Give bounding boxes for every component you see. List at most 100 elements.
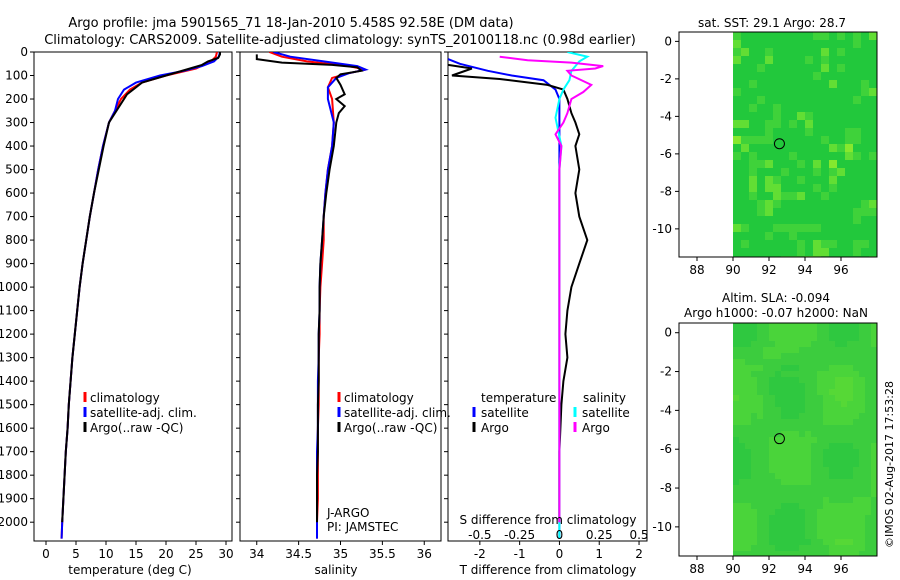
sla_map-cell — [781, 539, 787, 545]
sst_map-cell — [749, 248, 757, 256]
sst_map-cell — [749, 48, 757, 56]
sst_map-cell — [821, 32, 829, 40]
sla_map-cell — [859, 353, 865, 359]
sla_map-cell — [805, 335, 811, 341]
sla_map-cell — [823, 377, 829, 383]
sla_map-cell — [835, 401, 841, 407]
sla_map-cell — [805, 413, 811, 419]
sla_map-cell — [805, 395, 811, 401]
sst_map-cell — [773, 72, 781, 80]
sla_map-cell — [799, 521, 805, 527]
sst_map-cell — [781, 168, 789, 176]
sla_map-cell — [757, 425, 763, 431]
sla_map-cell — [859, 437, 865, 443]
sla_map-cell — [763, 491, 769, 497]
sla_map-cell — [763, 347, 769, 353]
sla_map-cell — [757, 515, 763, 521]
sla_map-cell — [793, 359, 799, 365]
sla_map-cell — [805, 347, 811, 353]
sla_map-cell — [799, 437, 805, 443]
sla_map-cell — [853, 515, 859, 521]
salinity-xtick-label: 34 — [249, 547, 264, 561]
difference-series-s-argo — [499, 55, 604, 523]
sla_map-cell — [769, 515, 775, 521]
sst_map-cell — [853, 72, 861, 80]
sla_map-cell — [799, 491, 805, 497]
sla_map-cell — [787, 503, 793, 509]
sst_map-cell — [733, 200, 741, 208]
sla_map-cell — [769, 509, 775, 515]
sla_map-cell — [775, 449, 781, 455]
sla_map-cell — [769, 533, 775, 539]
sla_map-cell — [787, 437, 793, 443]
sst_map-cell — [837, 40, 845, 48]
sla_map-cell — [811, 419, 817, 425]
sla_map-cell — [763, 455, 769, 461]
sst_map-cell — [837, 216, 845, 224]
sst_map-cell — [797, 96, 805, 104]
sla_map-cell — [763, 395, 769, 401]
sla_map-cell — [823, 353, 829, 359]
sst_map-cell — [757, 160, 765, 168]
sla_map-cell — [817, 551, 823, 556]
sla_map-cell — [805, 443, 811, 449]
sst_map-cell — [789, 128, 797, 136]
sst_map-cell — [741, 248, 749, 256]
sla_map-cell — [835, 443, 841, 449]
sst_map-cell — [733, 104, 741, 112]
sst_map-cell — [845, 224, 853, 232]
sla_map-cell — [781, 479, 787, 485]
sla_map-cell — [823, 437, 829, 443]
sst_map-cell — [829, 96, 837, 104]
sla_map-cell — [805, 377, 811, 383]
sla_map-cell — [757, 455, 763, 461]
sla_map-cell — [751, 449, 757, 455]
sla_map-cell — [799, 323, 805, 329]
sla_map-cell — [811, 335, 817, 341]
sst_map-cell — [853, 232, 861, 240]
sla_map-cell — [745, 455, 751, 461]
temperature-ytick-label: 900 — [5, 257, 28, 271]
sla_map-cell — [745, 377, 751, 383]
sla_map-cell — [775, 503, 781, 509]
sst_map-cell — [821, 248, 829, 256]
temperature-frame — [33, 51, 233, 542]
sst_map-cell — [829, 56, 837, 64]
sla_map-cell — [811, 323, 817, 329]
sla_map-cell — [769, 437, 775, 443]
sla_map-cell — [781, 449, 787, 455]
sst_map-cell — [829, 232, 837, 240]
sla_map-cell — [793, 395, 799, 401]
sla_map-cell — [805, 533, 811, 539]
sla_map-cell — [871, 395, 877, 401]
sla_map-cell — [853, 545, 859, 551]
sla_map-cell — [769, 353, 775, 359]
sla_map-cell — [769, 383, 775, 389]
sla_map-cell — [745, 359, 751, 365]
sst_map-cell — [837, 184, 845, 192]
sla_map-cell — [757, 383, 763, 389]
diff-s-tick-label: -0.25 — [504, 528, 535, 542]
sla_map-cell — [733, 467, 739, 473]
sst_map-cell — [861, 192, 869, 200]
sla_map-cell — [853, 527, 859, 533]
sla_map-cell — [823, 329, 829, 335]
salinity-xtick-label: 34.5 — [285, 547, 312, 561]
sla_map-cell — [811, 545, 817, 551]
sal-legend-argo: Argo(..raw -QC) — [344, 421, 437, 435]
sla_map-cell — [823, 479, 829, 485]
sla_map-cell — [805, 455, 811, 461]
sla_map-cell — [871, 359, 877, 365]
sla_map-cell — [733, 515, 739, 521]
sst_map-cell — [741, 120, 749, 128]
sst_map-cell — [741, 240, 749, 248]
sst_map-cell — [749, 160, 757, 168]
sst_map-cell — [853, 200, 861, 208]
sla_map-cell — [817, 467, 823, 473]
sst_map-cell — [757, 224, 765, 232]
sst_map-cell — [845, 216, 853, 224]
sla_map-cell — [817, 539, 823, 545]
sla_map-cell — [811, 461, 817, 467]
sst_map-cell — [805, 216, 813, 224]
sla_map-cell — [739, 503, 745, 509]
